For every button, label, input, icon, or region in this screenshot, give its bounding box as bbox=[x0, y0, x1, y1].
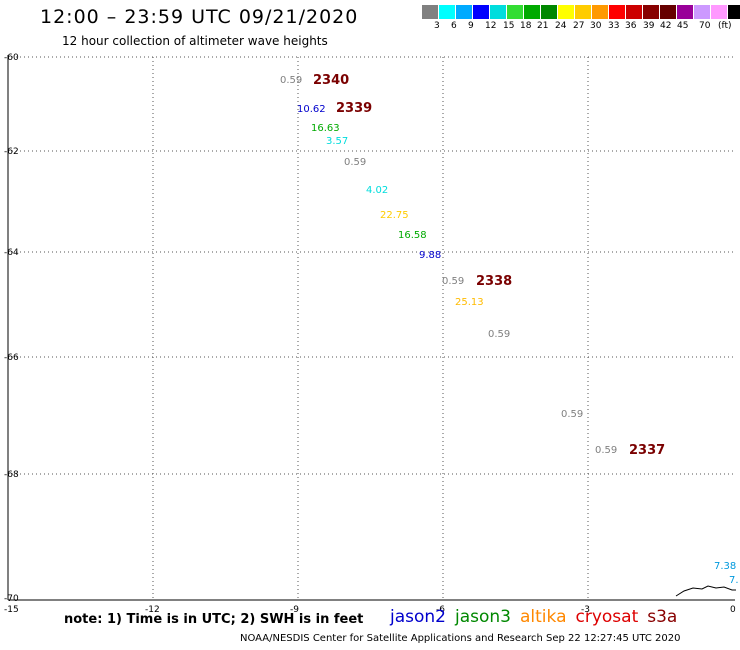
coastline bbox=[675, 585, 736, 597]
colorbar-swatch bbox=[439, 5, 456, 19]
colorbar-label: 33 bbox=[608, 21, 620, 31]
page-subtitle: 12 hour collection of altimeter wave hei… bbox=[62, 34, 328, 48]
y-tick-label: -64 bbox=[4, 248, 19, 258]
wave-height-label: 10.62 bbox=[297, 104, 326, 115]
gridlines bbox=[8, 56, 735, 600]
x-tick-label: -15 bbox=[4, 605, 19, 615]
colorbar-swatch bbox=[507, 5, 524, 19]
colorbar-label: (ft) bbox=[718, 21, 732, 31]
x-tick-label: -9 bbox=[290, 605, 299, 615]
wave-height-label: 7. bbox=[729, 575, 739, 586]
colorbar-label: 42 bbox=[660, 21, 672, 31]
colorbar-swatch bbox=[524, 5, 541, 19]
colorbar-label: 36 bbox=[625, 21, 637, 31]
wave-height-label: 0.59 bbox=[442, 276, 464, 287]
colorbar-label: 12 bbox=[485, 21, 497, 31]
colorbar-swatch bbox=[473, 5, 490, 19]
colorbar-label: 70 bbox=[699, 21, 711, 31]
colorbar-label: 27 bbox=[573, 21, 585, 31]
wave-height-label: 25.13 bbox=[455, 297, 484, 308]
colorbar-label: 30 bbox=[590, 21, 602, 31]
satellite-s3a: s3a bbox=[647, 607, 678, 627]
y-tick-label: -62 bbox=[4, 147, 19, 157]
colorbar-swatch bbox=[592, 5, 609, 19]
colorbar-swatch bbox=[609, 5, 626, 19]
wave-height-label: 3.57 bbox=[326, 136, 348, 147]
satellite-jason3: jason3 bbox=[455, 607, 511, 627]
colorbar-swatch bbox=[626, 5, 643, 19]
time-stamp-label: 2339 bbox=[336, 101, 372, 116]
y-tick-label: -68 bbox=[4, 470, 19, 480]
wave-height-label: 0.59 bbox=[344, 157, 366, 168]
observation-labels: 0.59 2340 10.62 2339 16.63 3.57 0.59 4.02 22.75 1… bbox=[280, 73, 739, 586]
wave-height-label: 16.58 bbox=[398, 230, 427, 241]
colorbar-swatch bbox=[422, 5, 439, 19]
time-stamp-label: 2340 bbox=[313, 73, 349, 88]
colorbar-swatch bbox=[711, 5, 728, 19]
satellite-jason2: jason2 bbox=[390, 607, 446, 627]
colorbar-label: 18 bbox=[520, 21, 532, 31]
colorbar-label: 39 bbox=[643, 21, 655, 31]
x-tick-label: 0 bbox=[730, 605, 736, 615]
time-stamp-label: 2338 bbox=[476, 274, 512, 289]
y-tick-label: -66 bbox=[4, 353, 19, 363]
y-tick-label: -70 bbox=[4, 594, 19, 604]
satellite-legend: jason2 jason3 altika cryosat s3a bbox=[390, 607, 686, 627]
wave-height-label: 7.38 bbox=[714, 561, 736, 572]
colorbar-label: 21 bbox=[537, 21, 549, 31]
colorbar-label: 45 bbox=[677, 21, 689, 31]
page-title: 12:00 – 23:59 UTC 09/21/2020 bbox=[40, 6, 359, 28]
x-tick-labels: -15 -12 -9 -6 -3 0 bbox=[4, 605, 736, 615]
colorbar-label: 6 bbox=[451, 21, 457, 31]
colorbar-swatch bbox=[660, 5, 677, 19]
y-tick-labels: -60 -62 -64 -66 -68 -70 bbox=[4, 53, 19, 604]
colorbar-swatch bbox=[575, 5, 592, 19]
colorbar-swatch bbox=[694, 5, 711, 19]
x-tick-label: -6 bbox=[436, 605, 445, 615]
x-tick-label: -12 bbox=[145, 605, 160, 615]
colorbar-swatch bbox=[677, 5, 694, 19]
wave-height-label: 0.59 bbox=[280, 75, 302, 86]
y-tick-label: -60 bbox=[4, 53, 19, 63]
colorbar-labels: 3 6 9 12 15 18 21 24 27 30 33 36 39 42 45 70 (ft) bbox=[422, 21, 740, 33]
satellite-cryosat: cryosat bbox=[575, 607, 639, 627]
x-tick-label: -3 bbox=[581, 605, 590, 615]
colorbar-label: 15 bbox=[503, 21, 515, 31]
note-text: note: 1) Time is in UTC; 2) SWH is in fe… bbox=[64, 612, 364, 627]
wave-height-label: 16.63 bbox=[311, 123, 340, 134]
wave-height-label: 9.88 bbox=[419, 250, 441, 261]
colorbar-label: 9 bbox=[468, 21, 474, 31]
colorbar-swatch bbox=[728, 5, 740, 19]
colorbar-swatch bbox=[541, 5, 558, 19]
time-stamp-label: 2337 bbox=[629, 443, 665, 458]
colorbar-swatch bbox=[490, 5, 507, 19]
wave-height-label: 0.59 bbox=[488, 329, 510, 340]
wave-height-label: 22.75 bbox=[380, 210, 409, 221]
satellite-altika: altika bbox=[520, 607, 567, 627]
wave-height-label: 0.59 bbox=[561, 409, 583, 420]
colorbar-label: 3 bbox=[434, 21, 440, 31]
footer-credit: NOAA/NESDIS Center for Satellite Applica… bbox=[240, 633, 681, 644]
colorbar-swatch bbox=[643, 5, 660, 19]
colorbar-legend bbox=[422, 5, 740, 19]
wave-height-label: 0.59 bbox=[595, 445, 617, 456]
colorbar-swatch bbox=[558, 5, 575, 19]
wave-height-label: 4.02 bbox=[366, 185, 388, 196]
colorbar-label: 24 bbox=[555, 21, 567, 31]
colorbar-swatch bbox=[456, 5, 473, 19]
